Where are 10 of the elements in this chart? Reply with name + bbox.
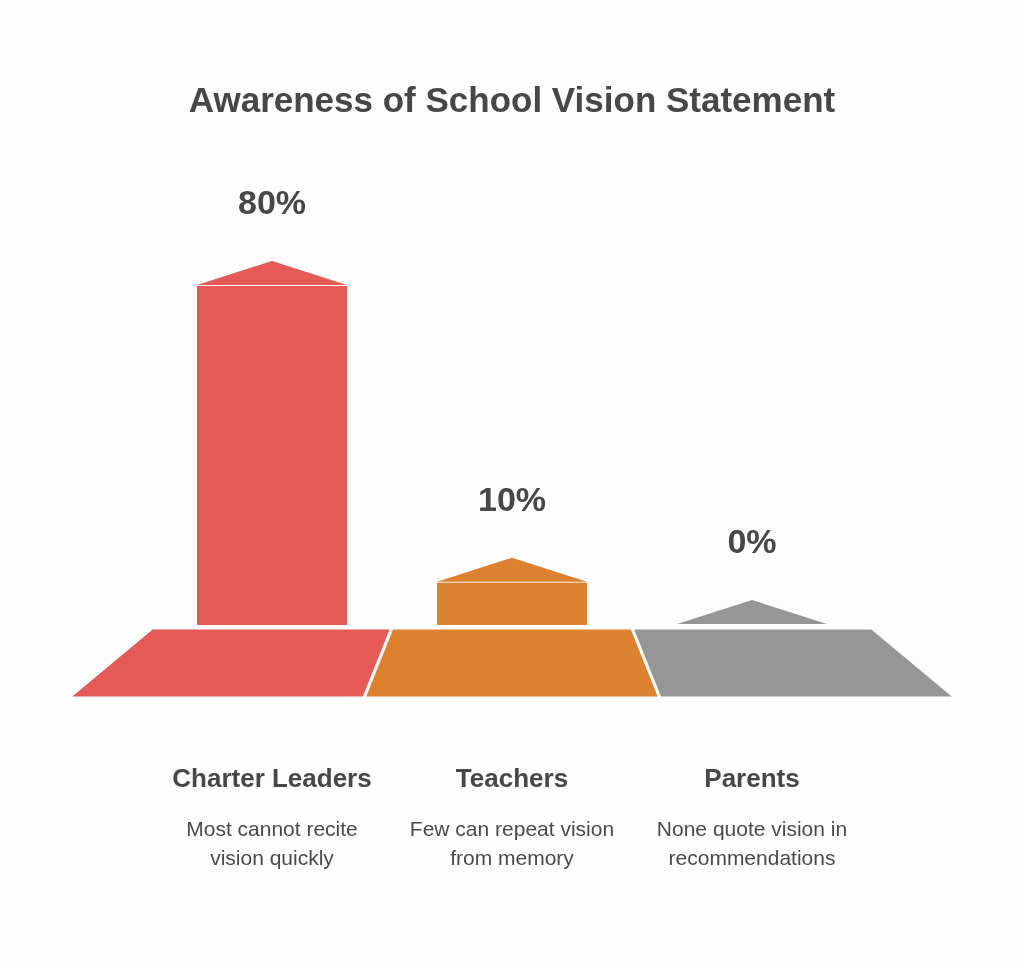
data-label: 80% <box>237 183 307 221</box>
data-label: 0% <box>727 522 777 560</box>
x-tick-label: Charter Leaders <box>172 763 372 793</box>
x-tick-label: Teachers <box>455 763 569 793</box>
text: None quote vision in recommendations <box>656 817 848 869</box>
chart-title: Awareness of School Vision Statement <box>188 80 836 119</box>
text: Most cannot recite vision quickly <box>186 817 358 869</box>
x-tick-label: Parents <box>704 763 800 793</box>
data-label: 10% <box>477 479 547 518</box>
text: Few can repeat vision from memory <box>409 817 615 869</box>
